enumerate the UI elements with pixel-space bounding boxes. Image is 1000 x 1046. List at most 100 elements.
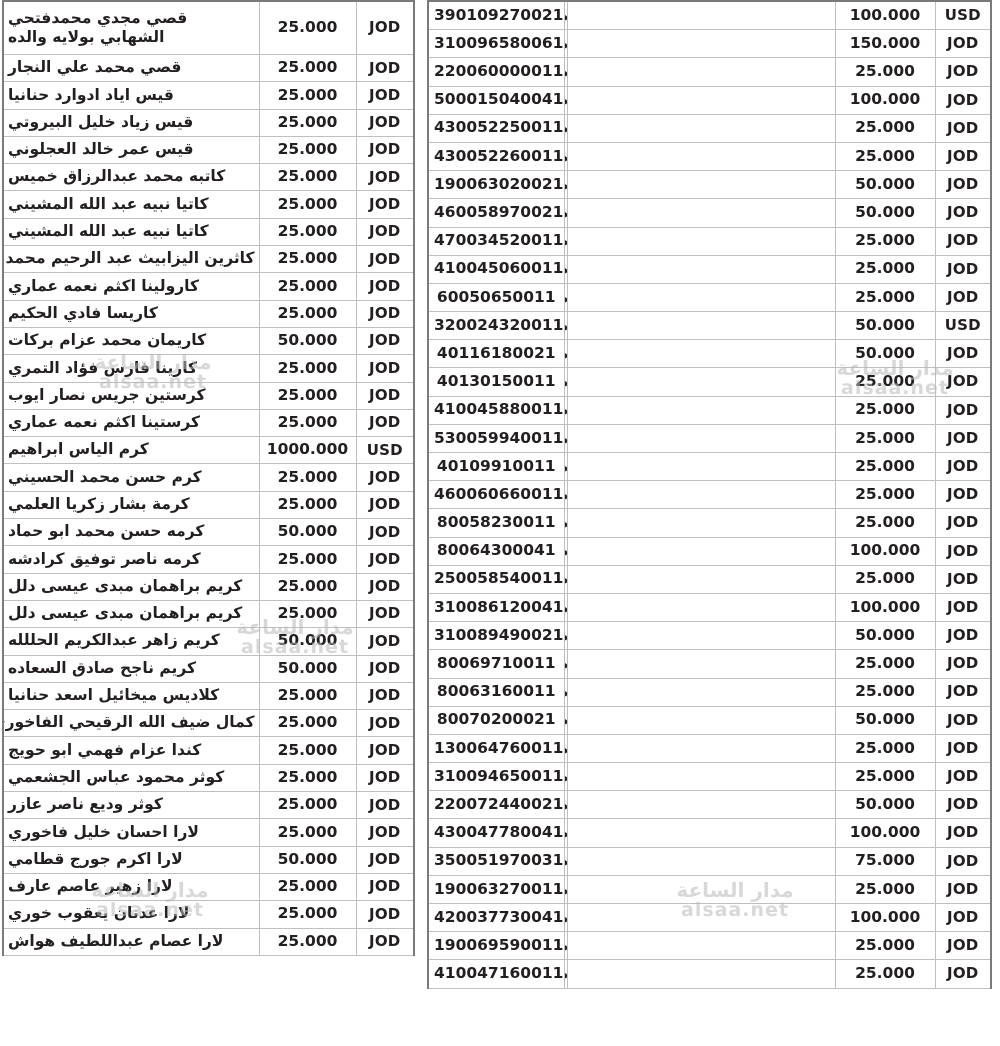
cell-name: لارا احسان خليل فاخوري	[2, 818, 260, 847]
cell-name: محمد امين محمد الخطيب	[563, 367, 568, 397]
cell-currency: JOD	[934, 705, 992, 735]
cell-amount: 25.000	[258, 545, 357, 574]
cell-amount: 50.000	[834, 311, 936, 341]
cell-id: 310094650011	[427, 762, 565, 792]
cell-id: 80063160011	[427, 677, 565, 707]
table-row: JOD 50.000 كرمه حسن محمد ابو حماد	[2, 518, 415, 547]
cell-amount: 50.000	[258, 627, 357, 656]
cell-amount: 100.000	[834, 818, 936, 848]
cell-amount: 25.000	[834, 282, 936, 313]
cell-currency: JOD	[934, 902, 992, 933]
table-row: JOD 25.000 كوثر وديع ناصر عازر	[2, 791, 415, 820]
cell-spacer	[566, 536, 836, 566]
table-row: JOD 25.000 كندا عزام فهمي ابو حويج	[2, 736, 415, 765]
cell-currency: JOD	[934, 564, 992, 594]
cell-amount: 25.000	[834, 649, 936, 679]
cell-currency: JOD	[355, 791, 415, 820]
cell-name: كرمه حسن محمد ابو حماد	[2, 518, 260, 547]
cell-amount: 25.000	[834, 395, 936, 425]
cell-currency: JOD	[355, 818, 415, 847]
cell-amount: 25.000	[834, 141, 936, 172]
cell-id: 40130150011	[427, 367, 565, 397]
cell-name: مجدي عبد حسن الحروب	[563, 170, 568, 200]
cell-currency: JOD	[355, 709, 415, 738]
cell-currency: JOD	[934, 733, 992, 764]
table-row: JOD 25.000 كاريسا فادي الحكيم	[2, 299, 415, 328]
cell-amount: 100.000	[834, 902, 936, 933]
cell-currency: USD	[934, 311, 992, 341]
cell-spacer	[566, 818, 836, 848]
cell-name: محمد حسين سعدي الشوبكي	[563, 592, 568, 623]
cell-currency: JOD	[355, 163, 415, 192]
cell-currency: JOD	[934, 508, 992, 538]
cell-id: 500015040041	[427, 85, 565, 115]
cell-spacer	[566, 29, 836, 59]
cell-spacer	[566, 790, 836, 820]
cell-name: كاتيا نبيه عبد الله المشيني	[2, 217, 260, 247]
cell-amount: 150.000	[834, 29, 936, 59]
cell-currency: JOD	[355, 245, 415, 274]
cell-name: قصي محمد علي النجار	[2, 53, 260, 83]
cell-name: مجد غسان احسان الحنبلي	[563, 29, 568, 59]
cell-amount: 25.000	[258, 572, 357, 601]
cell-currency: JOD	[355, 900, 415, 929]
cell-currency: JOD	[934, 254, 992, 284]
cell-name: محمد جميل محمد عايش	[563, 480, 568, 510]
cell-currency: JOD	[355, 272, 415, 301]
cell-amount: 25.000	[258, 163, 357, 192]
cell-name: محمد احمد محمود ابو السمن	[563, 282, 568, 313]
cell-amount: 25.000	[834, 733, 936, 764]
table-row: JOD 25.000 كرم حسن محمد الحسيني	[2, 463, 415, 492]
cell-name: كرستينا اكثم نعمه عماري	[2, 408, 260, 438]
cell-name: محمد ربيع زهير جميل الشويكاني	[563, 818, 568, 848]
table-row: JOD 25.000 كوثر محمود عباس الجشعمي	[2, 763, 415, 793]
cell-id: 430052250011	[427, 113, 565, 143]
cell-spacer	[566, 733, 836, 764]
cell-amount: 50.000	[834, 621, 936, 651]
cell-id: 410047160011	[427, 959, 565, 989]
table-row: JOD 25.000 كمال ضيف الله الرقيحي الفاخوري	[2, 709, 415, 738]
cell-id: 430047780041	[427, 818, 565, 848]
cell-amount: 25.000	[258, 108, 357, 137]
cell-amount: 25.000	[258, 299, 357, 328]
cell-spacer	[566, 85, 836, 115]
cell-currency: JOD	[355, 190, 415, 219]
cell-name: محمد حسين علي الصنابره	[563, 677, 568, 707]
cell-amount: 50.000	[834, 705, 936, 735]
cell-currency: JOD	[934, 649, 992, 679]
cell-name: كمال ضيف الله الرقيحي الفاخوري	[2, 709, 260, 738]
table-row: USD 1000.000 كرم الياس ابراهيم	[2, 436, 415, 465]
cell-currency: JOD	[934, 170, 992, 200]
cell-id: 40109910011	[427, 451, 565, 482]
cell-spacer	[566, 931, 836, 961]
cell-name: مجدي رجب عيسى عمر	[563, 141, 568, 172]
cell-id: 350051970031	[427, 846, 565, 876]
cell-amount: 25.000	[834, 564, 936, 594]
table-row: JOD 25.000 لارا عدنان يعقوب خوري	[2, 900, 415, 929]
cell-name: كاتبه محمد عبدالرزاق خميس	[2, 163, 260, 192]
cell-currency: JOD	[355, 654, 415, 683]
cell-currency: JOD	[934, 423, 992, 454]
cell-currency: JOD	[355, 845, 415, 874]
cell-name: محمد رعد محمد الدلابيح	[563, 846, 568, 876]
cell-spacer	[566, 621, 836, 651]
cell-currency: JOD	[355, 599, 415, 629]
cell-amount: 25.000	[258, 927, 357, 956]
cell-amount: 25.000	[834, 677, 936, 707]
cell-spacer	[566, 902, 836, 933]
cell-amount: 25.000	[258, 463, 357, 492]
right-table-wrapper: JOD 25.000 قصي مجدي محمدفتحي الشهابي بولاي…	[0, 0, 415, 1046]
cell-amount: 25.000	[258, 736, 357, 765]
table-row: JOD 25.000 كرستينا اكثم نعمه عماري	[2, 408, 415, 438]
table-row: JOD 25.000 كرستين جريس نصار ايوب	[2, 381, 415, 410]
cell-amount: 25.000	[258, 245, 357, 274]
cell-name: مجدي رجب عيسى عمر	[563, 113, 568, 143]
cell-amount: 50.000	[258, 654, 357, 683]
